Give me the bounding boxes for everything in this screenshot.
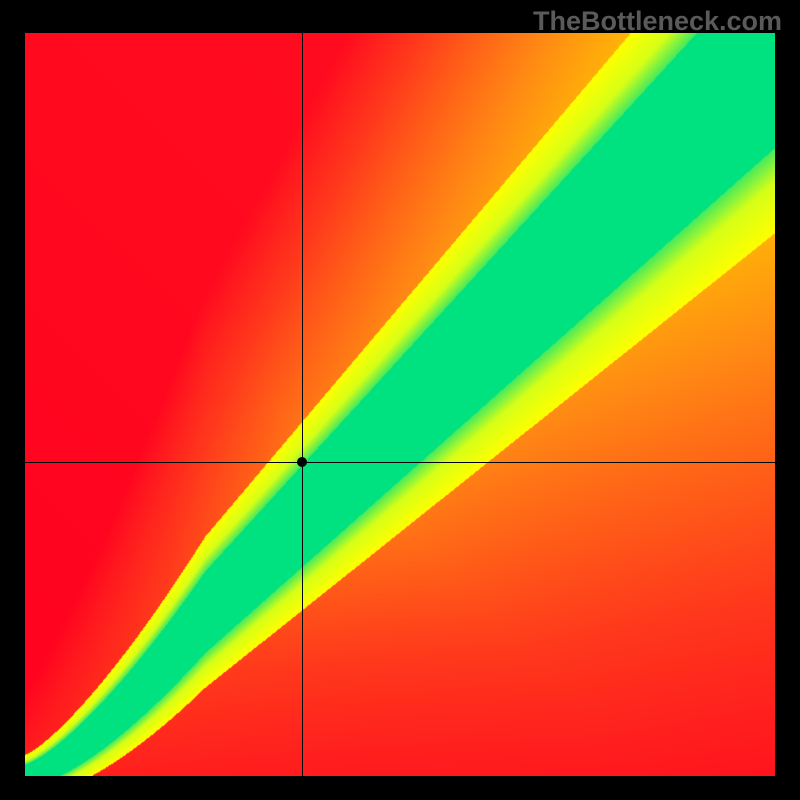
crosshair-vertical [302,33,303,776]
attribution-label: TheBottleneck.com [533,6,782,37]
crosshair-horizontal [25,462,775,463]
heatmap-plot [25,33,775,776]
heatmap-canvas [25,33,775,776]
bottleneck-marker [297,457,307,467]
